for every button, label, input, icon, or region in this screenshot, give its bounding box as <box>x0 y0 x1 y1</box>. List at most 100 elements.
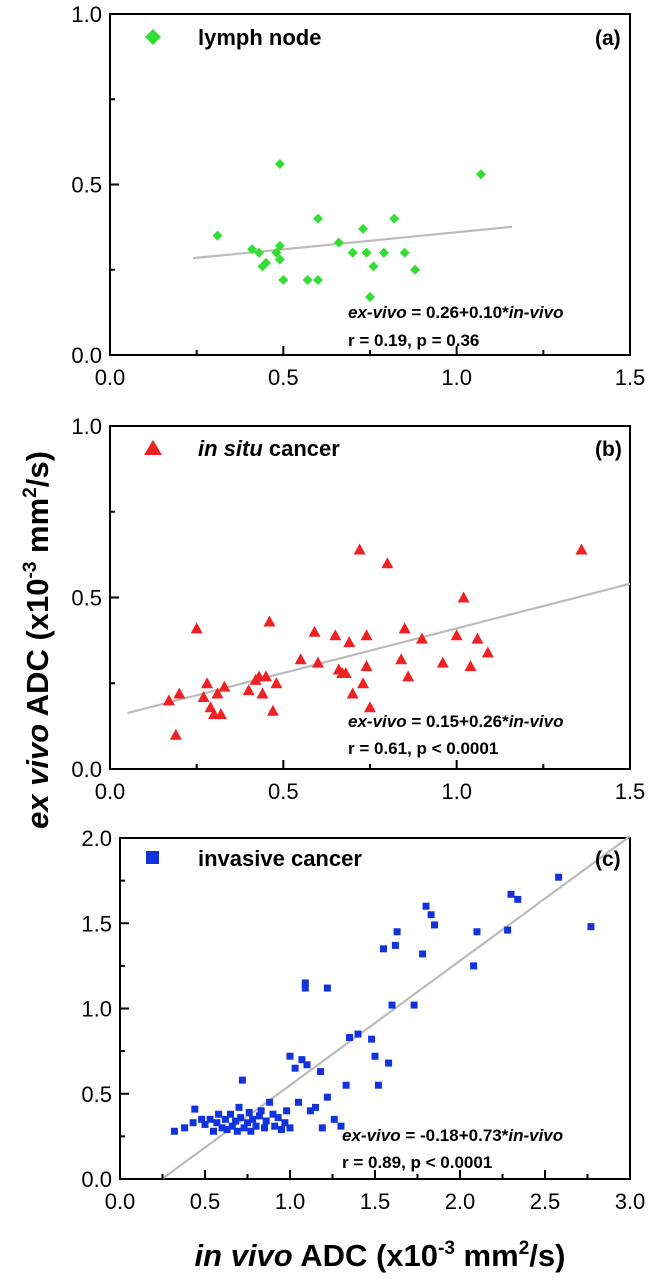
data-point <box>378 247 389 258</box>
data-point <box>291 1064 299 1072</box>
data-point <box>228 1122 236 1130</box>
panel-a: 0.0 0.5 1.0 1.5 0.0 0.5 1.0 lymph node (a) ex-… <box>71 2 645 390</box>
data-point <box>271 1122 279 1130</box>
x-tick-label: 0.5 <box>268 779 299 804</box>
data-point <box>256 687 269 699</box>
data-point <box>240 1124 248 1132</box>
data-point <box>211 687 224 699</box>
x-tick-label: 0.0 <box>95 779 126 804</box>
data-point <box>343 636 356 648</box>
data-point <box>358 223 369 234</box>
data-point <box>393 928 401 936</box>
data-point <box>306 1107 314 1115</box>
data-point <box>371 1052 379 1060</box>
data-point <box>347 247 358 258</box>
y-tick-label: 1.0 <box>81 997 112 1022</box>
x-tick-label: 2.0 <box>445 1189 476 1214</box>
data-point <box>215 1110 223 1118</box>
y-axis-title: ex vivo ADC (x10-3 mm2/s) <box>20 451 55 829</box>
data-point <box>263 615 276 627</box>
data-point <box>249 1115 257 1123</box>
y-tick-label: 1.0 <box>71 414 102 439</box>
data-point <box>198 1115 206 1123</box>
data-point <box>475 169 486 180</box>
data-point <box>266 704 279 716</box>
y-tick-label: 0.0 <box>81 1167 112 1192</box>
data-point <box>313 274 323 285</box>
data-point <box>395 653 408 665</box>
data-point <box>473 928 481 936</box>
x-tick-label: 1.0 <box>441 365 472 390</box>
eq-rhs: in-vivo <box>509 712 564 731</box>
data-point <box>212 230 223 241</box>
data-point <box>274 159 285 170</box>
data-point <box>270 677 283 689</box>
data-point <box>247 244 258 255</box>
data-point <box>189 1119 197 1127</box>
data-point <box>410 1001 418 1009</box>
data-point <box>416 632 428 644</box>
x-tick-label: 1.5 <box>615 779 646 804</box>
x-tick-label: 1.5 <box>615 365 646 390</box>
data-point <box>247 1127 255 1135</box>
data-point <box>346 687 359 699</box>
data-point <box>365 292 375 303</box>
data-point <box>374 1081 382 1089</box>
data-point <box>266 1098 274 1106</box>
data-point <box>398 622 411 634</box>
panel-c-points <box>170 873 595 1135</box>
data-point <box>342 1081 350 1089</box>
eq-lhs: ex-vivo <box>348 303 407 322</box>
panel-b-equation: ex-vivo = 0.15+0.26*in-vivo <box>348 712 563 731</box>
data-point <box>274 1114 282 1122</box>
x-tick-label: 0.0 <box>95 365 126 390</box>
x-tick-label: 2.5 <box>530 1189 561 1214</box>
x-tick-label: 0.0 <box>105 1189 136 1214</box>
data-point <box>255 1112 263 1120</box>
data-point <box>221 1115 229 1123</box>
panel-c-fit-group <box>161 835 631 1180</box>
x-tick-label: 1.0 <box>441 779 472 804</box>
data-point <box>274 254 285 265</box>
data-point <box>190 622 203 634</box>
data-point <box>339 666 352 678</box>
panel-b-fit-group <box>127 582 631 715</box>
y-title-rest: ADC (x10 <box>20 579 55 724</box>
data-point <box>213 1119 221 1127</box>
x-title-unit-exp: 2 <box>519 1238 530 1259</box>
eq-middle: = 0.26+0.10* <box>407 303 509 322</box>
data-point <box>361 247 372 258</box>
fit-line <box>193 225 513 260</box>
data-point <box>242 684 255 696</box>
x-title-exp: -3 <box>438 1238 455 1259</box>
data-point <box>218 1124 226 1132</box>
panel-b-stats: r = 0.61, p < 0.0001 <box>348 739 498 758</box>
data-point <box>201 677 214 689</box>
fit-line <box>161 835 631 1180</box>
data-point <box>295 1098 302 1106</box>
data-point <box>298 1056 306 1064</box>
panel-a-legend-marker <box>145 29 161 45</box>
data-point <box>301 984 309 992</box>
x-axis-title: in vivo ADC (x10-3 mm2/s) <box>195 1238 566 1273</box>
data-point <box>210 1127 217 1135</box>
data-point <box>260 670 272 682</box>
panel-b-legend-label: in situ cancer <box>198 436 340 461</box>
data-point <box>391 941 399 949</box>
panel-b: 0.0 0.5 1.0 1.5 0.0 0.5 1.0 in situ cancer (b)… <box>71 414 645 804</box>
data-point <box>380 945 387 953</box>
data-point <box>364 701 376 713</box>
data-point <box>227 1110 234 1118</box>
data-point <box>261 1124 268 1132</box>
x-title-end: /s) <box>529 1238 565 1273</box>
eq-lhs: ex-vivo <box>348 712 407 731</box>
data-point <box>262 1117 270 1125</box>
data-point <box>308 625 321 637</box>
data-point <box>507 890 515 898</box>
x-title-rest: ADC (x10 <box>293 1238 438 1273</box>
data-point <box>457 591 470 603</box>
data-point <box>419 950 427 958</box>
data-point <box>389 213 400 224</box>
data-point <box>323 984 331 992</box>
data-point <box>381 557 394 569</box>
